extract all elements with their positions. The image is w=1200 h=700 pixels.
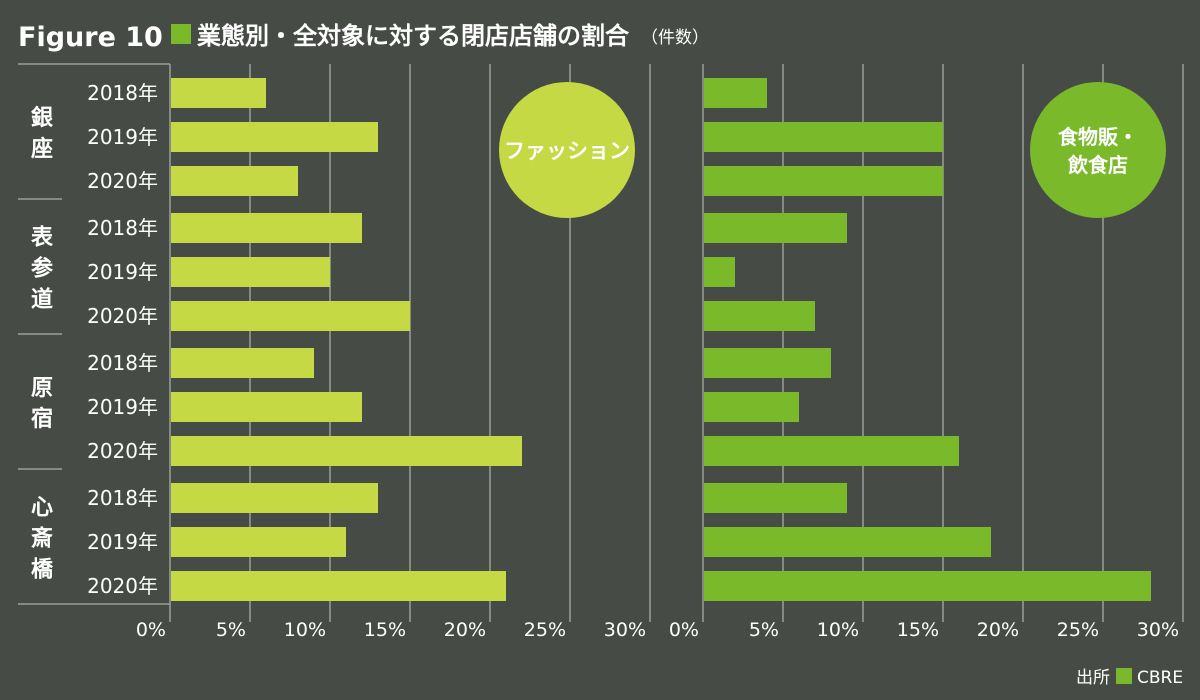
bar xyxy=(704,213,847,243)
group-label-char: 表 xyxy=(31,226,54,251)
group-label-char: 座 xyxy=(31,136,53,162)
bar xyxy=(171,527,346,557)
bar xyxy=(171,483,378,513)
x-tick-label: 20% xyxy=(977,619,1019,641)
x-tick-label: 5% xyxy=(216,619,246,641)
bar xyxy=(704,166,943,196)
year-label: 2020年 xyxy=(87,169,158,193)
source-label: 出所 xyxy=(1076,668,1110,688)
x-tick-label: 15% xyxy=(364,619,406,641)
x-tick-label: 10% xyxy=(817,619,859,641)
bar xyxy=(171,78,266,108)
panel-label-circle xyxy=(499,82,635,218)
bar xyxy=(704,392,799,422)
group-label-char: 参 xyxy=(31,256,53,282)
chart-layer: 銀座2018年2019年2020年表参道2018年2019年2020年原宿201… xyxy=(18,63,1184,641)
chart-title-suffix: （件数） xyxy=(641,28,709,48)
bar xyxy=(704,348,831,378)
year-label: 2019年 xyxy=(87,260,158,284)
group-label-char: 心 xyxy=(31,496,53,521)
year-label: 2020年 xyxy=(87,304,158,328)
x-tick-label: 10% xyxy=(284,619,326,641)
group-label-char: 橋 xyxy=(31,558,54,583)
bar xyxy=(171,571,506,601)
x-tick-label: 0% xyxy=(136,619,166,641)
chart-title: 業態別・全対象に対する閉店店舗の割合 xyxy=(197,22,630,50)
source-legend-square xyxy=(1116,668,1132,684)
bar xyxy=(704,122,943,152)
year-label: 2020年 xyxy=(87,574,158,598)
year-label: 2018年 xyxy=(87,351,158,375)
year-label: 2019年 xyxy=(87,395,158,419)
bar xyxy=(704,527,991,557)
bar xyxy=(171,166,298,196)
bar xyxy=(171,436,522,466)
year-label: 2019年 xyxy=(87,125,158,149)
bar xyxy=(704,78,767,108)
bar xyxy=(171,257,330,287)
bar xyxy=(171,348,314,378)
bar xyxy=(704,301,815,331)
panel-label-circle xyxy=(1030,82,1166,218)
bar xyxy=(171,301,410,331)
group-label-char: 道 xyxy=(31,287,53,313)
x-tick-label: 30% xyxy=(604,619,646,641)
figure-label: Figure 10 xyxy=(18,22,163,53)
panel-label-line: 飲食店 xyxy=(1067,153,1128,177)
year-label: 2018年 xyxy=(87,486,158,510)
group-label-char: 銀 xyxy=(31,106,53,131)
year-label: 2020年 xyxy=(87,439,158,463)
bar xyxy=(171,213,362,243)
year-label: 2018年 xyxy=(87,216,158,240)
group-label-char: 原 xyxy=(31,376,53,401)
title-legend-square xyxy=(171,24,191,44)
source-name: CBRE xyxy=(1137,668,1183,688)
x-tick-label: 20% xyxy=(444,619,486,641)
panel-label-line: 食物販・ xyxy=(1058,125,1138,149)
bar xyxy=(704,571,1151,601)
year-label: 2019年 xyxy=(87,530,158,554)
bar xyxy=(704,436,959,466)
x-tick-label: 25% xyxy=(1057,619,1099,641)
panel-label: ファッション xyxy=(504,139,630,163)
group-label-char: 宿 xyxy=(31,406,53,432)
x-tick-label: 0% xyxy=(669,619,699,641)
x-tick-label: 30% xyxy=(1137,619,1179,641)
bar xyxy=(704,257,735,287)
bar xyxy=(171,122,378,152)
group-label-char: 斎 xyxy=(31,526,53,552)
bar xyxy=(704,483,847,513)
x-tick-label: 25% xyxy=(524,619,566,641)
x-tick-label: 15% xyxy=(897,619,939,641)
x-tick-label: 5% xyxy=(749,619,779,641)
year-label: 2018年 xyxy=(87,81,158,105)
bar xyxy=(171,392,362,422)
